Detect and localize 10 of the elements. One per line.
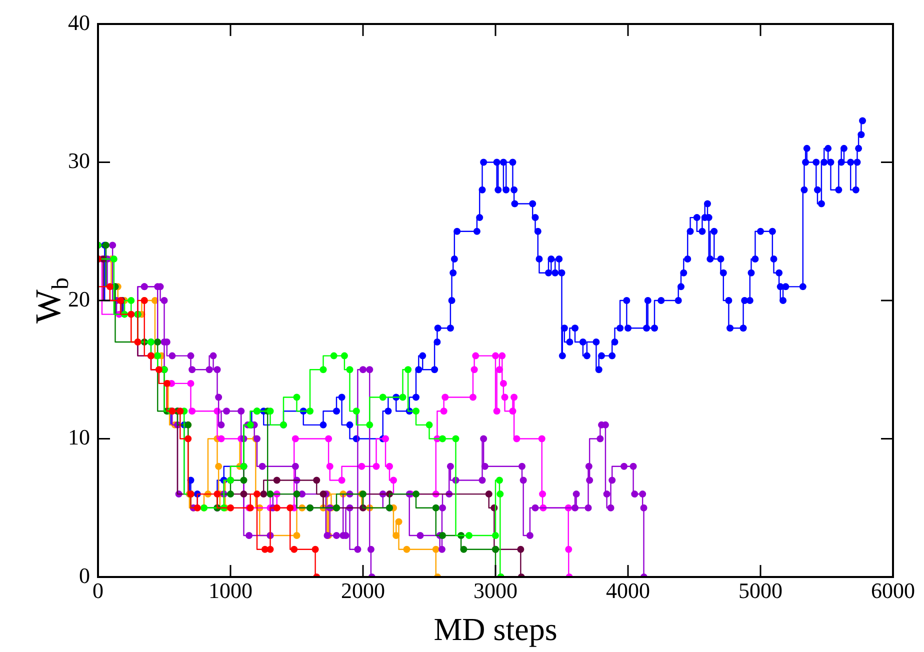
y-tick-label: 30: [68, 148, 90, 174]
x-tick-label: 2000: [341, 578, 385, 603]
x-axis-title: MD steps: [434, 611, 558, 647]
x-tick-label: 6000: [871, 578, 915, 603]
x-tick-label: 5000: [738, 578, 782, 603]
x-tick-label: 1000: [208, 578, 252, 603]
y-tick-label: 10: [68, 424, 90, 450]
x-tick-label: 4000: [606, 578, 650, 603]
x-tick-label: 3000: [474, 578, 518, 603]
y-tick-label: 40: [68, 10, 90, 35]
